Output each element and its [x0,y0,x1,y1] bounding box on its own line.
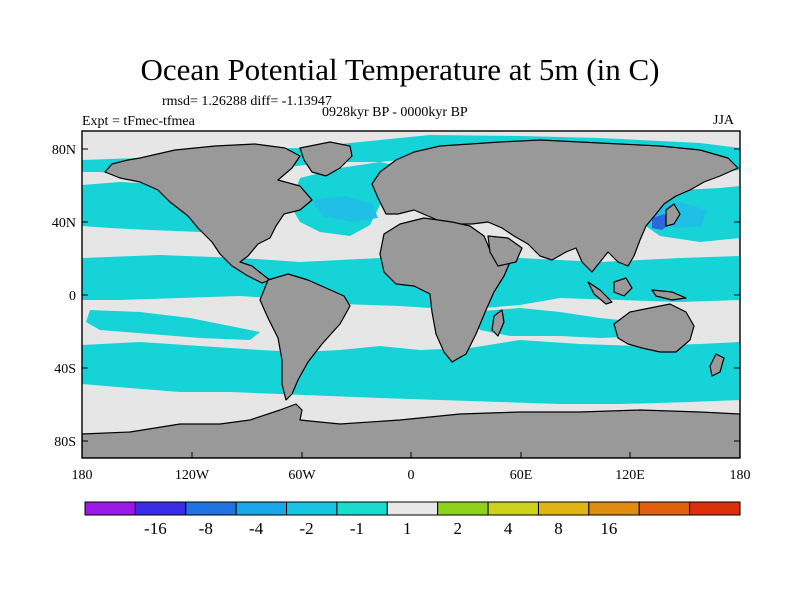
lon-label-120e: 120E [615,468,645,483]
colorbar-swatch [235,501,288,516]
colorbar-label: -16 [144,519,167,538]
lon-label-60w: 60W [288,468,316,483]
colorbar-swatch [185,501,237,516]
colorbar [84,501,741,516]
experiment-label: Expt = tFmec-tfmea [82,114,195,129]
land-group [82,139,740,458]
season-label: JJA [713,113,735,128]
lat-label-40s: 40S [54,362,76,377]
south-indian-cool-region [470,308,650,338]
colorbar-label: -4 [249,519,264,538]
colorbar-swatch [638,501,691,516]
colorbar-label: 2 [453,519,462,538]
colorbar-swatch [84,501,136,516]
lat-label-0: 0 [69,289,76,304]
new-zealand [709,353,725,377]
colorbar-label: -1 [349,519,365,538]
lon-label-180e: 180 [730,468,751,483]
lat-label-80s: 80S [54,435,76,450]
lat-label-40n: 40N [52,216,76,231]
colorbar-swatch [336,501,388,516]
gulf-stream-patch [312,196,378,222]
colorbar-label: -2 [299,519,314,538]
south-america [259,273,351,401]
colorbar-swatch [386,501,439,516]
new-guinea [651,289,687,301]
antarctica [82,403,740,458]
colorbar-swatch [689,501,741,516]
colorbar-label: 4 [503,519,513,538]
north-america [104,143,313,284]
colorbar-swatch [286,501,338,516]
colorbar-swatch [134,501,187,516]
lon-label-120w: 120W [175,468,210,483]
plot-title: Ocean Potential Temperature at 5m (in C) [140,52,660,87]
southern-ocean-cool-band [82,340,740,404]
lon-label-180w: 180 [72,468,93,483]
stats-label: rmsd= 1.26288 diff= -1.13947 [162,94,332,109]
colorbar-label: -8 [198,519,213,538]
south-pacific-cool-region [86,310,260,340]
greenland [299,141,353,177]
lon-label-0: 0 [408,468,415,483]
colorbar-label: 1 [403,519,412,538]
japan [665,203,681,227]
colorbar-swatch [537,501,590,516]
map-field [82,131,740,458]
madagascar [491,309,505,337]
borneo [613,277,633,297]
colorbar-swatch [437,501,489,516]
lon-label-60e: 60E [510,468,533,483]
period-label: 0928kyr BP - 0000kyr BP [322,105,468,120]
africa [379,217,511,363]
colorbar-swatch [588,501,640,516]
colorbar-label: 16 [600,519,618,538]
eurasia [371,139,739,273]
colorbar-label: 8 [554,519,563,538]
colorbar-swatch [487,501,539,516]
australia [613,303,695,353]
arabian-peninsula [487,235,523,267]
lat-label-80n: 80N [52,143,76,158]
axis-ticks [82,148,740,458]
sumatra [587,281,613,305]
